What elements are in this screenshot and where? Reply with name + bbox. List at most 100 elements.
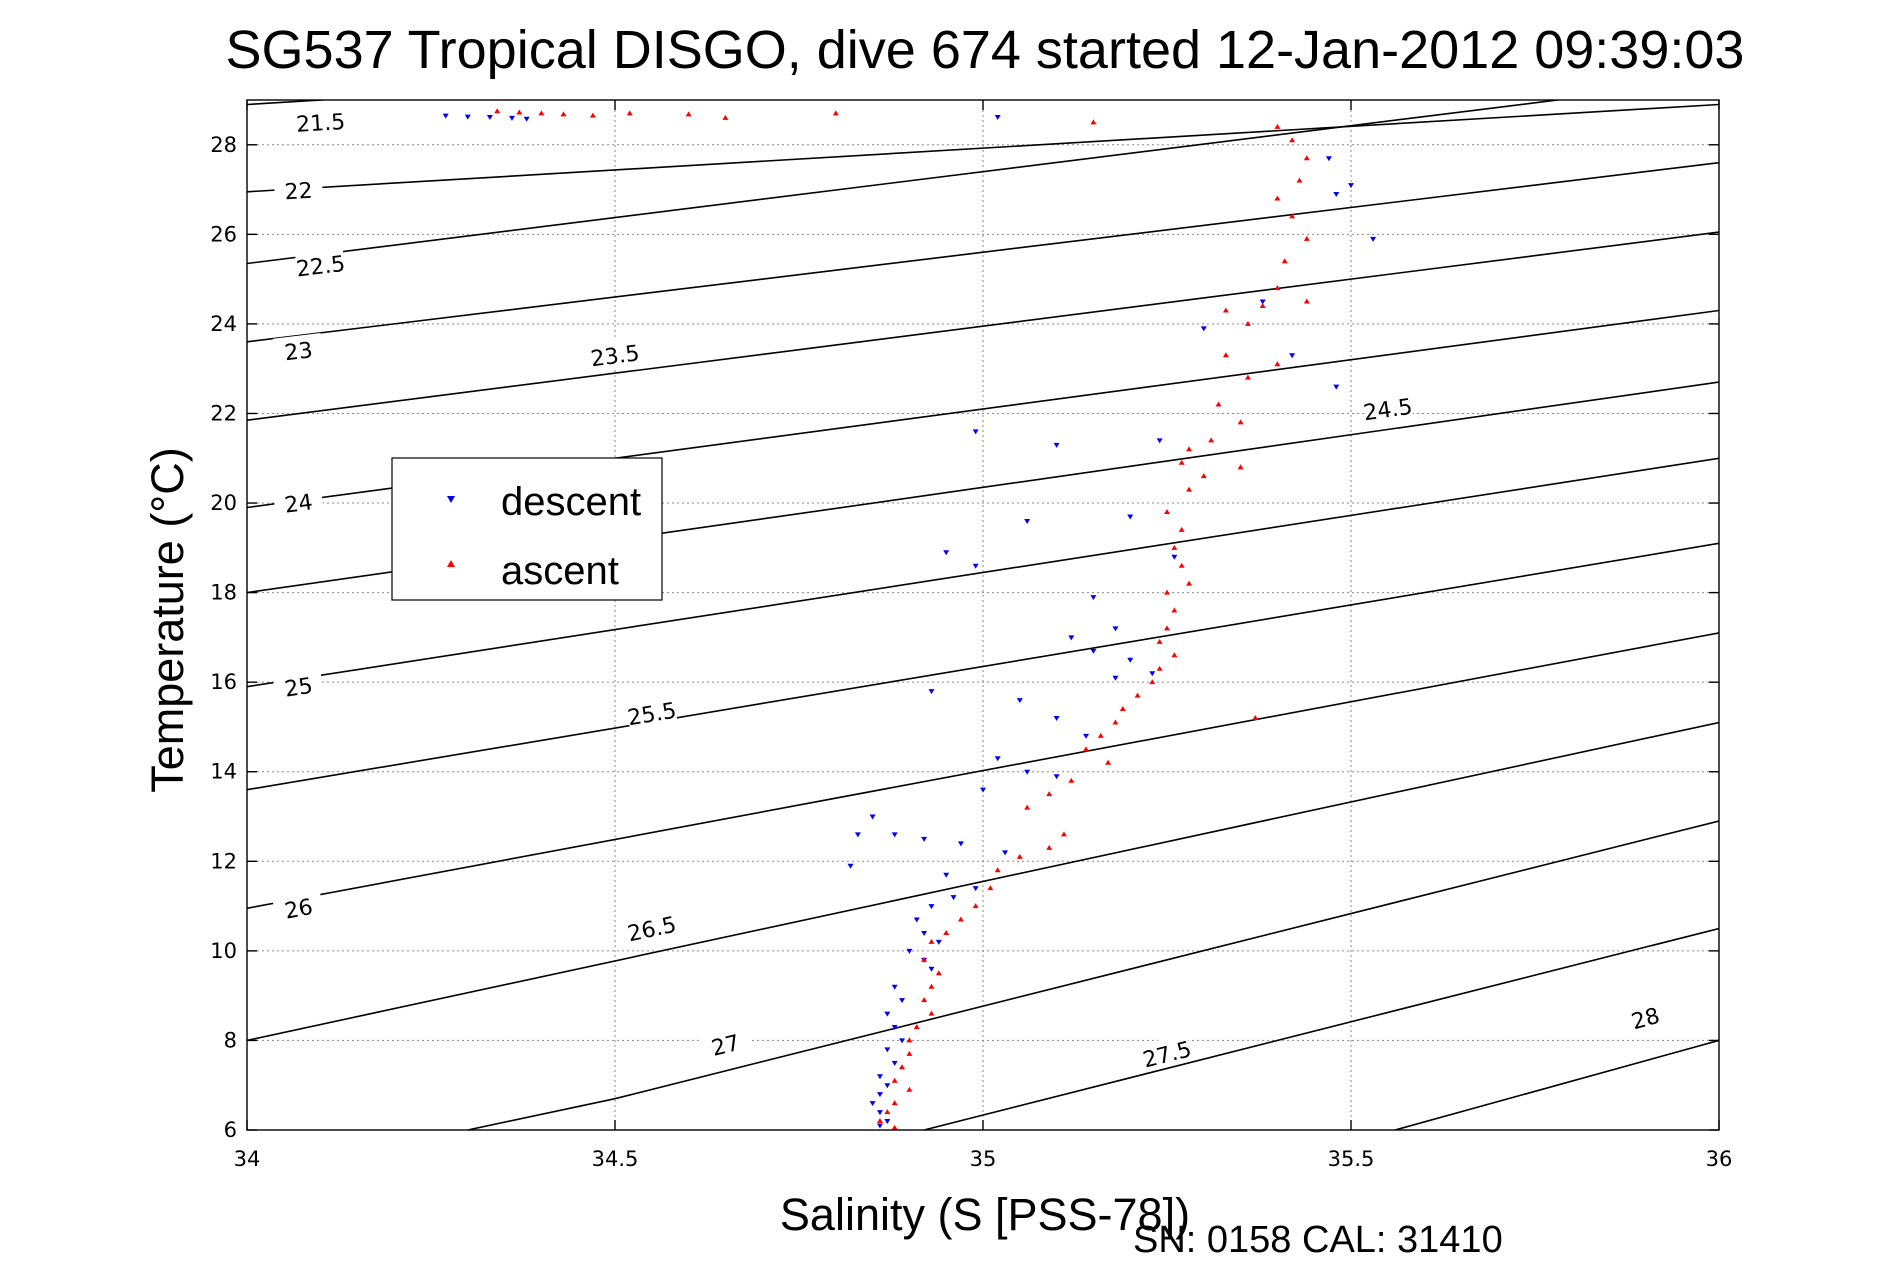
- descent-point: [1090, 648, 1097, 654]
- descent-point: [1002, 850, 1009, 856]
- descent-point: [891, 1025, 898, 1030]
- y-tick-label: 10: [210, 939, 237, 963]
- legend-box: [391, 457, 663, 601]
- density-contour-label: 23: [272, 333, 324, 367]
- descent-point: [1348, 183, 1354, 189]
- ascent-point: [1178, 526, 1185, 532]
- ascent-point: [1244, 374, 1251, 380]
- descent-point: [876, 1110, 883, 1116]
- descent-point: [891, 832, 898, 838]
- y-tick-label: 22: [210, 401, 237, 425]
- ascent-point: [1060, 831, 1067, 837]
- descent-point: [913, 917, 920, 923]
- ascent-point: [1222, 307, 1229, 313]
- descent-point: [972, 563, 979, 569]
- descent-point: [891, 984, 898, 990]
- ascent-point: [994, 867, 1001, 873]
- ascent-point: [1289, 137, 1296, 143]
- ascent-point: [906, 1037, 913, 1043]
- descent-point: [884, 1047, 891, 1053]
- x-tick-label: 34: [234, 1147, 261, 1171]
- density-contour-label: 25.5: [625, 694, 678, 731]
- ascent-point: [1164, 589, 1170, 595]
- descent-point: [884, 1083, 891, 1089]
- descent-point: [1171, 554, 1178, 560]
- descent-point: [1053, 716, 1060, 721]
- svg-text:23: 23: [283, 338, 314, 366]
- descent-point: [1016, 698, 1023, 704]
- ascent-point: [1186, 486, 1193, 492]
- svg-text:24: 24: [283, 490, 314, 518]
- descent-point: [884, 1119, 891, 1125]
- ascent-point: [1178, 459, 1185, 465]
- descent-point: [957, 841, 964, 847]
- density-contour-line: [247, 161, 1719, 343]
- ascent-point: [987, 885, 994, 891]
- descent-point: [943, 872, 950, 878]
- y-axis-label: Temperature (°C): [142, 447, 193, 793]
- ascent-point: [921, 956, 928, 962]
- legend-marker-ascent: [447, 560, 455, 567]
- ascent-point: [1208, 437, 1215, 443]
- x-tick-label: 34.5: [592, 1147, 639, 1171]
- descent-point: [1289, 353, 1296, 359]
- descent-point: [943, 550, 950, 556]
- ascent-point: [1303, 235, 1310, 241]
- descent-point: [508, 115, 515, 121]
- density-contour-label: 22.5: [294, 247, 347, 283]
- y-tick-label: 6: [224, 1118, 237, 1142]
- ascent-point: [516, 109, 523, 115]
- descent-point: [899, 998, 906, 1004]
- ascent-point: [1237, 419, 1244, 425]
- ascent-point: [899, 1064, 906, 1070]
- ascent-point: [538, 110, 545, 116]
- density-contour-line: [247, 231, 1719, 421]
- ascent-point: [921, 997, 928, 1003]
- descent-point: [980, 787, 986, 793]
- ascent-point: [884, 1109, 891, 1115]
- x-tick-label: 35: [970, 1147, 997, 1171]
- ascent-point: [494, 108, 501, 114]
- descent-point: [994, 756, 1001, 762]
- descent-point: [869, 1101, 876, 1107]
- descent-point: [847, 863, 854, 869]
- descent-point: [1090, 595, 1097, 601]
- descent-point: [1053, 774, 1060, 780]
- ascent-point: [1296, 177, 1303, 183]
- svg-text:25: 25: [283, 674, 314, 703]
- ascent-point: [1222, 352, 1229, 358]
- ascent-point: [891, 1077, 898, 1083]
- ascent-point: [891, 1124, 898, 1130]
- ascent-point: [913, 1024, 920, 1029]
- descent-point: [921, 836, 928, 842]
- ascent-point: [1046, 844, 1053, 850]
- ascent-point: [1200, 473, 1207, 479]
- density-contour-label: 25: [272, 668, 325, 704]
- descent-point: [884, 1011, 891, 1017]
- serial-calibration-note: SN: 0158 CAL: 31410: [1133, 1219, 1503, 1261]
- ascent-point: [1274, 123, 1281, 129]
- ascent-point: [957, 916, 964, 922]
- descent-point: [1333, 384, 1340, 390]
- x-tick-label: 35.5: [1328, 1147, 1375, 1171]
- descent-point: [876, 1123, 883, 1129]
- legend-label-descent: descent: [501, 480, 641, 524]
- density-contour-label: 26.5: [625, 908, 679, 947]
- density-contour-line: [467, 820, 1719, 1130]
- ascent-point: [1178, 562, 1185, 568]
- ascent-point: [928, 938, 935, 944]
- ascent-point: [1105, 759, 1112, 765]
- x-axis-ticks: 34 34.5 35 35.5 36: [234, 100, 1732, 1171]
- ascent-point: [906, 1050, 913, 1056]
- density-contour-label: 24.5: [1361, 390, 1414, 426]
- ascent-point: [1149, 679, 1156, 685]
- descent-point: [464, 114, 471, 120]
- descent-point: [1156, 438, 1163, 444]
- svg-text:22.5: 22.5: [295, 252, 347, 283]
- descent-point: [994, 115, 1001, 121]
- density-contour-line: [247, 721, 1719, 1042]
- descent-point: [1259, 299, 1266, 305]
- density-contour-label: 27.5: [1140, 1033, 1194, 1073]
- ascent-point: [1259, 303, 1266, 308]
- density-contour-line: [1394, 1039, 1719, 1130]
